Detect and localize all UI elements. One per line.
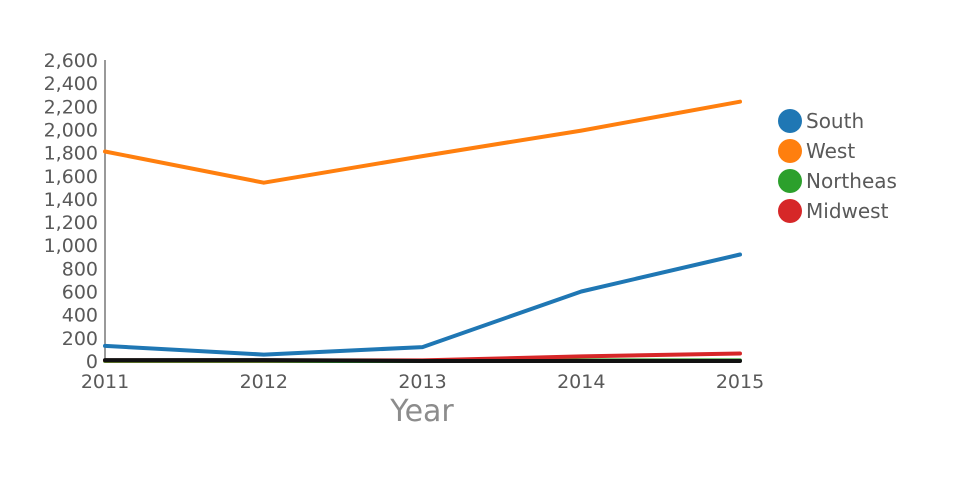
y-tick-label: 2,600 — [44, 50, 98, 72]
x-tick-labels: 2011 2012 2013 2014 2015 — [81, 371, 764, 393]
y-tick-label: 2,200 — [44, 96, 98, 118]
legend: South West Northeas Midwest — [778, 109, 897, 223]
x-tick-label: 2013 — [398, 371, 446, 393]
y-tick-labels: 02004006008001,0001,2001,4001,6001,8002,… — [44, 50, 98, 373]
y-tick-label: 0 — [86, 351, 98, 373]
legend-marker-south[interactable] — [778, 109, 802, 133]
y-tick-label: 400 — [62, 305, 98, 327]
x-axis-title: Year — [389, 394, 454, 429]
series-line-unlabeled — [103, 358, 742, 363]
legend-marker-northeast[interactable] — [778, 169, 802, 193]
series-line-west — [103, 99, 742, 185]
legend-label-midwest[interactable]: Midwest — [806, 199, 889, 223]
y-tick-label: 1,400 — [44, 189, 98, 211]
legend-label-west[interactable]: West — [806, 139, 855, 163]
series-line-south — [103, 252, 742, 357]
y-tick-label: 2,000 — [44, 119, 98, 141]
x-tick-label: 2014 — [557, 371, 605, 393]
x-axis: 2011 2012 2013 2014 2015 Year — [81, 371, 764, 429]
x-tick-label: 2011 — [81, 371, 129, 393]
legend-marker-midwest[interactable] — [778, 199, 802, 223]
y-tick-label: 200 — [62, 328, 98, 350]
y-tick-label: 2,400 — [44, 73, 98, 95]
x-tick-label: 2015 — [716, 371, 764, 393]
y-tick-label: 1,000 — [44, 235, 98, 257]
y-tick-label: 1,600 — [44, 166, 98, 188]
y-tick-label: 1,800 — [44, 143, 98, 165]
legend-label-northeast[interactable]: Northeas — [806, 169, 897, 193]
legend-marker-west[interactable] — [778, 139, 802, 163]
legend-label-south[interactable]: South — [806, 109, 864, 133]
y-tick-label: 1,200 — [44, 212, 98, 234]
y-axis: 02004006008001,0001,2001,4001,6001,8002,… — [44, 50, 106, 373]
x-tick-label: 2012 — [240, 371, 288, 393]
y-tick-label: 800 — [62, 258, 98, 280]
y-tick-label: 600 — [62, 282, 98, 304]
series-lines — [103, 99, 742, 363]
